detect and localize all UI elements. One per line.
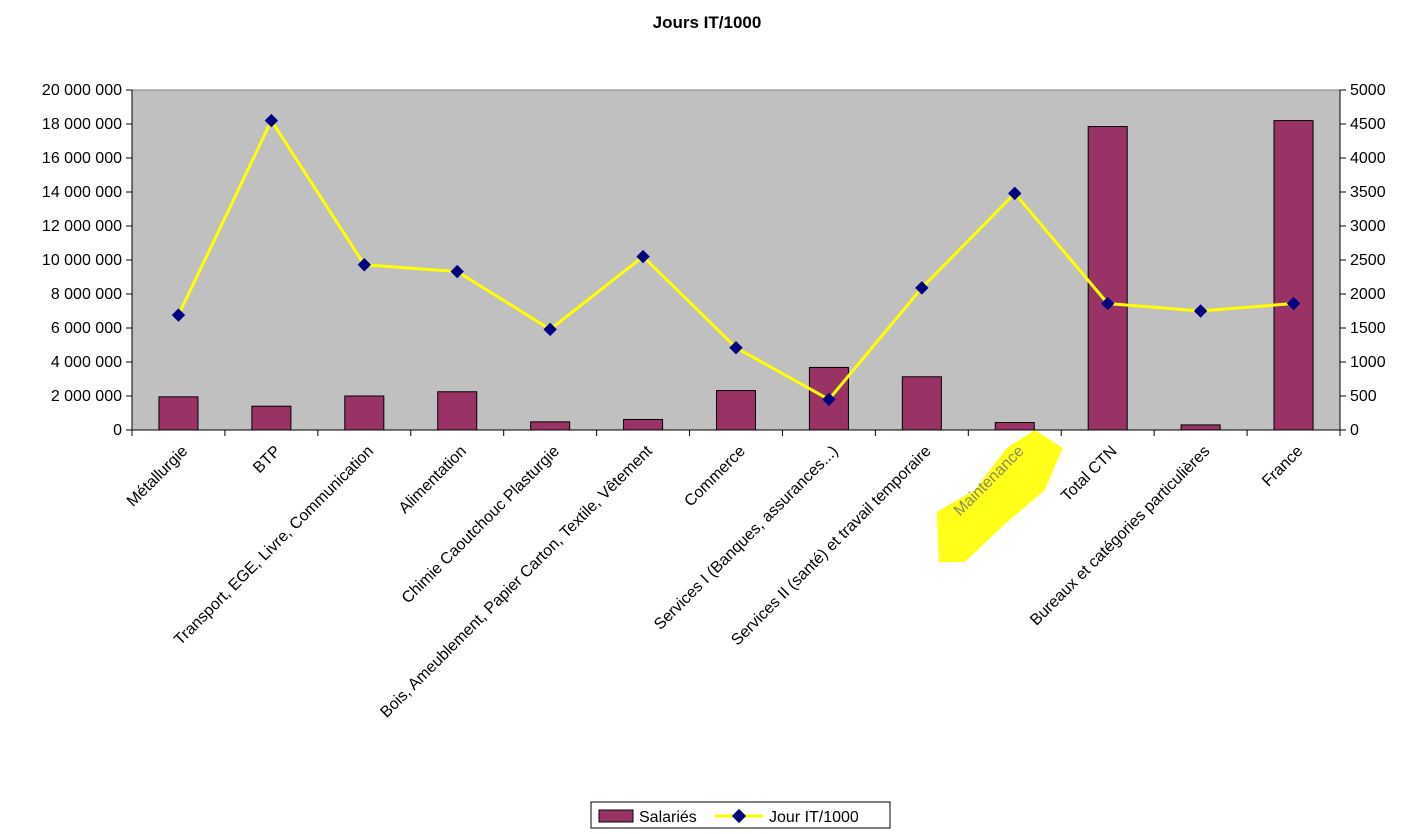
x-label-services-i-banques-assurances: Services I (Banques, assurances...) xyxy=(651,443,842,634)
y-left-tick-label: 10 000 000 xyxy=(42,252,122,269)
plot-area xyxy=(131,89,1341,431)
x-label-transport-ege-livre-communication: Transport, EGE, Livre, Communication xyxy=(171,443,377,649)
highlighter-mark xyxy=(936,430,1063,562)
y-left-tick-label: 4 000 000 xyxy=(51,354,122,371)
x-label-metallurgie: Métallurgie xyxy=(124,443,191,510)
point-bois-ameublement-papier-carton-textile-vetement xyxy=(636,249,650,264)
x-label-chimie-caoutchouc-plasturgie: Chimie Caoutchouc Plasturgie xyxy=(399,443,563,607)
y-right-tick-label: 0 xyxy=(1350,422,1359,439)
y-left-tick-label: 18 000 000 xyxy=(42,116,122,133)
y-left-tick-label: 12 000 000 xyxy=(42,218,122,235)
point-alimentation xyxy=(450,264,464,279)
bar-alimentation xyxy=(437,391,478,431)
x-label-services-ii-sante-et-travail-temporaire: Services II (santé) et travail temporair… xyxy=(728,443,934,649)
y-right-tick-label: 4000 xyxy=(1350,150,1386,167)
point-total-ctn xyxy=(1100,296,1115,311)
y-right-tick-label: 4500 xyxy=(1350,116,1386,133)
y-left-tick-label: 14 000 000 xyxy=(42,184,122,201)
bar-btp xyxy=(251,405,292,431)
y-left-tick-label: 20 000 000 xyxy=(42,82,122,99)
y-right-tick-label: 5000 xyxy=(1350,82,1386,99)
y-left-tick-label: 0 xyxy=(113,422,122,439)
y-right-tick-label: 1500 xyxy=(1350,320,1386,337)
bar-commerce xyxy=(715,390,757,431)
bar-transport-ege-livre-communication xyxy=(344,395,385,431)
y-left-tick-label: 16 000 000 xyxy=(42,150,122,167)
legend-jour-label: Jour IT/1000 xyxy=(769,809,859,826)
x-label-bureaux-et-categories-particulieres: Bureaux et catégories particulières xyxy=(1027,443,1213,629)
point-btp xyxy=(264,113,279,128)
y-right-tick-label: 2000 xyxy=(1350,286,1386,303)
y-left-tick-label: 8 000 000 xyxy=(51,286,122,303)
point-chimie-caoutchouc-plasturgie xyxy=(543,322,557,337)
legend-salaries-swatch xyxy=(598,809,634,823)
point-services-i-banques-assurances xyxy=(822,392,836,407)
y-right-tick-label: 3000 xyxy=(1350,218,1386,235)
bar-metallurgie xyxy=(158,396,199,431)
x-label-commerce: Commerce xyxy=(681,443,748,510)
point-france xyxy=(1286,296,1301,311)
bar-maintenance xyxy=(994,422,1035,431)
legend-jour-marker xyxy=(731,808,747,824)
y-left-tick-label: 2 000 000 xyxy=(51,388,122,405)
point-bureaux-et-categories-particulieres xyxy=(1193,304,1208,318)
legend: Salariés Jour IT/1000 xyxy=(590,801,891,829)
y-right-tick-label: 500 xyxy=(1350,388,1377,405)
bar-services-ii-sante-et-travail-temporaire xyxy=(901,376,942,431)
x-label-total-ctn: Total CTN xyxy=(1058,443,1120,505)
bar-france xyxy=(1273,120,1314,431)
chart-title: Jours IT/1000 xyxy=(653,13,762,32)
x-label-btp: BTP xyxy=(250,443,284,477)
bar-chimie-caoutchouc-plasturgie xyxy=(530,421,571,431)
y-right-tick-label: 2500 xyxy=(1350,252,1386,269)
x-label-france: France xyxy=(1259,443,1306,490)
bar-bureaux-et-categories-particulieres xyxy=(1180,424,1221,431)
legend-salaries-label: Salariés xyxy=(639,809,697,826)
point-services-ii-sante-et-travail-temporaire xyxy=(915,281,929,295)
point-transport-ege-livre-communication xyxy=(357,258,372,272)
x-label-alimentation: Alimentation xyxy=(396,443,470,517)
point-maintenance xyxy=(1008,186,1022,201)
bar-bois-ameublement-papier-carton-textile-vetement xyxy=(623,418,664,431)
point-metallurgie xyxy=(171,308,186,322)
y-right-tick-label: 3500 xyxy=(1350,184,1386,201)
y-left-tick-label: 6 000 000 xyxy=(51,320,122,337)
point-commerce xyxy=(729,341,743,355)
bar-total-ctn xyxy=(1087,126,1128,431)
y-right-tick-label: 1000 xyxy=(1350,354,1386,371)
